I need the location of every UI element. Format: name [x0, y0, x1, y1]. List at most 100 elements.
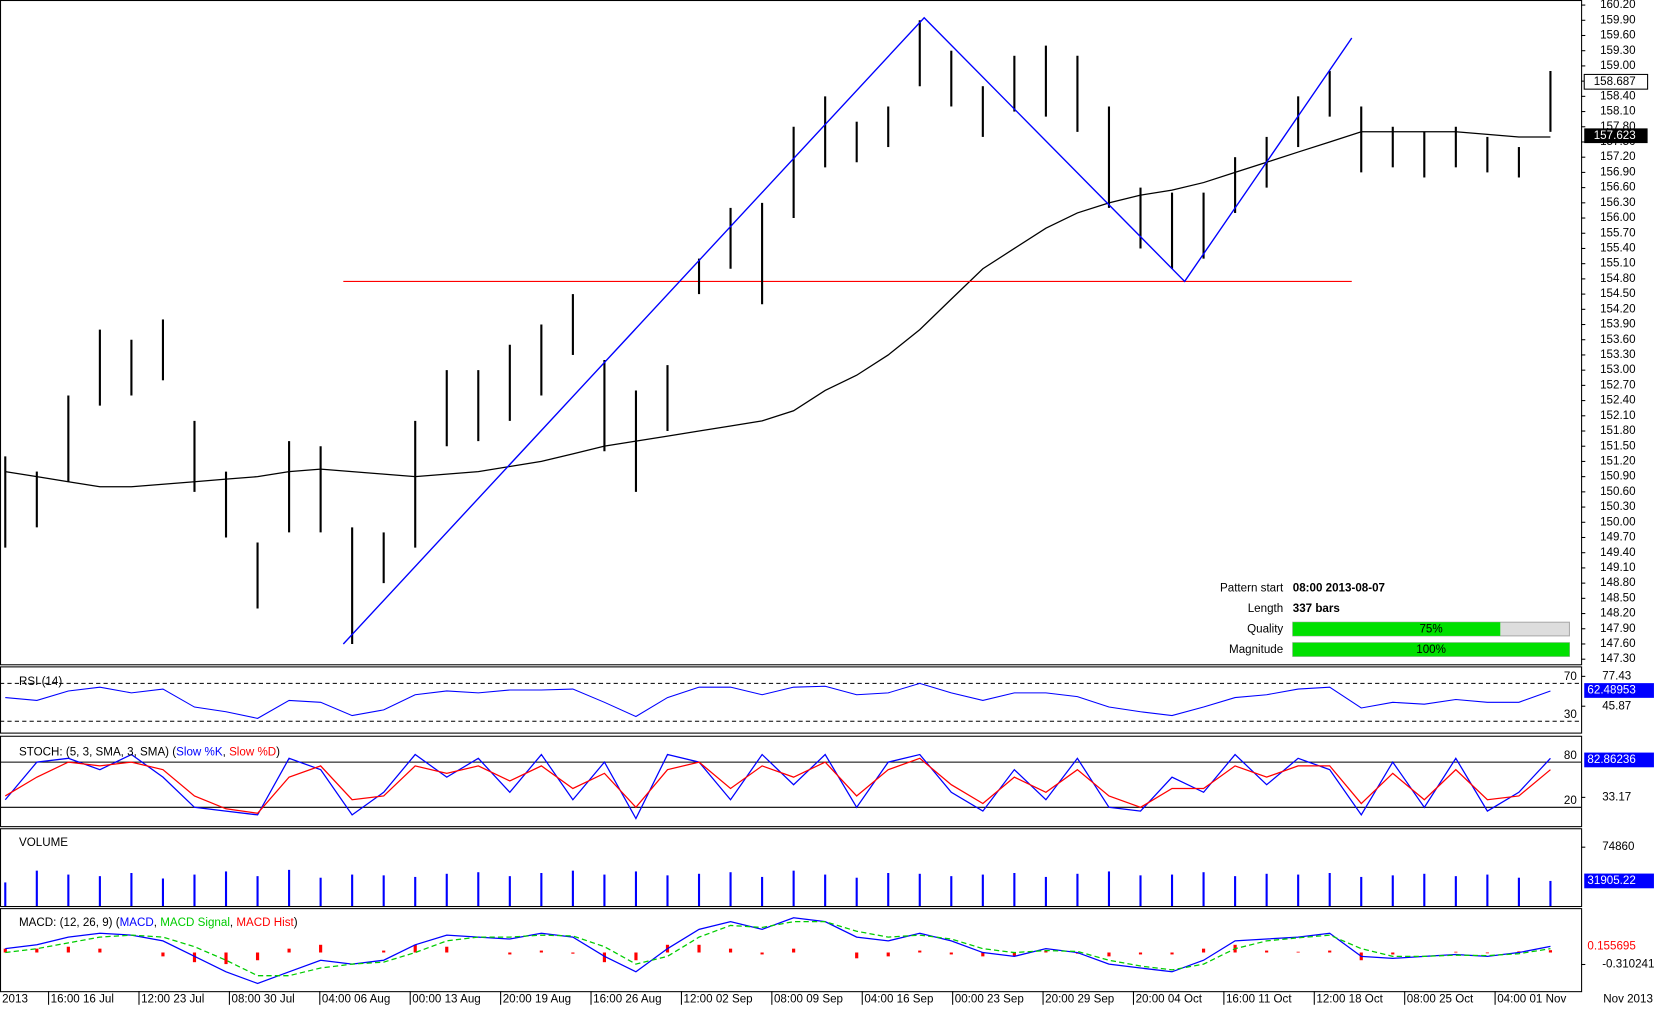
legend-sep: ) — [276, 747, 280, 759]
x-tick-label: 16:00 11 Oct — [1226, 994, 1292, 1006]
x-tick-label: 04:00 01 Nov — [1497, 994, 1566, 1006]
level-label: 20 — [1564, 795, 1577, 807]
info-label: Quality — [1247, 624, 1283, 636]
y-tick-label: 160.20 — [1600, 0, 1636, 11]
y-tick-label: 155.40 — [1600, 243, 1636, 255]
y-tick-label: 152.10 — [1600, 410, 1636, 422]
legend-entry: STOCH: (5, 3, SMA, 3, SMA) — [19, 747, 169, 759]
rsi-line — [5, 682, 1551, 719]
last-value-label: 31905.22 — [1587, 875, 1635, 887]
info-label: Length — [1248, 603, 1284, 615]
level-label: 70 — [1564, 671, 1577, 683]
y-tick-label: 159.30 — [1600, 45, 1636, 57]
y-tick-label: 153.00 — [1600, 364, 1636, 376]
y-tick-label: 151.80 — [1600, 425, 1636, 437]
y-tick-label: 148.20 — [1600, 608, 1636, 620]
y-tick-label: 150.90 — [1600, 471, 1636, 483]
legend-sep: , — [154, 917, 160, 929]
y-tick-label: 154.50 — [1600, 288, 1636, 300]
x-tick-label: 08:00 25 Oct — [1407, 994, 1474, 1006]
stoch-line — [4, 757, 1551, 814]
y-tick-label: 159.90 — [1600, 14, 1636, 26]
y-tick-label: 148.80 — [1600, 577, 1636, 589]
legend-entry: Slow %K — [176, 747, 223, 759]
y-tick-label: 149.40 — [1600, 547, 1636, 559]
x-tick-label: 00:00 13 Aug — [412, 994, 480, 1006]
legend-entry: MACD Signal — [160, 917, 230, 929]
x-tick-label: Nov 2013 — [1603, 994, 1653, 1006]
x-tick-label: 16:00 26 Aug — [593, 994, 661, 1006]
legend-sep: ) — [294, 917, 298, 929]
x-tick-label: 16:00 16 Jul — [51, 994, 114, 1006]
y-tick-label: 151.20 — [1600, 456, 1636, 468]
y-tick-label: 157.80 — [1600, 121, 1636, 133]
last-value-label: 0.155695 — [1587, 941, 1635, 953]
gauge-label: 75% — [1419, 624, 1442, 636]
ma-marker — [1584, 128, 1648, 144]
y-tick-label: 155.70 — [1600, 227, 1636, 239]
y-tick-label: 157.20 — [1600, 151, 1636, 163]
panel-frame — [0, 908, 1583, 993]
last-value-label: 82.86236 — [1587, 754, 1635, 766]
panel-frame — [0, 828, 1583, 908]
signal-line — [5, 921, 1551, 977]
x-tick-label: 12:00 02 Sep — [684, 994, 753, 1006]
y-tick-label: -0.310241 — [1602, 959, 1654, 971]
y-tick-label: 159.00 — [1600, 60, 1636, 72]
y-tick-label: 156.90 — [1600, 166, 1636, 178]
price-marker-label: 158.687 — [1594, 76, 1636, 88]
y-tick-label: 153.30 — [1600, 349, 1636, 361]
x-tick-label: 20:00 04 Oct — [1136, 994, 1203, 1006]
y-tick-label: 33.17 — [1602, 791, 1631, 803]
last-value-box — [1584, 873, 1654, 889]
info-value: 08:00 2013-08-07 — [1293, 583, 1385, 595]
legend-entry: MACD Hist — [236, 917, 294, 929]
panel-title: RSI (14) — [19, 676, 62, 688]
x-tick-label: 12:00 18 Oct — [1316, 994, 1383, 1006]
legend-entry: Slow %D — [229, 747, 276, 759]
y-tick-label: 151.50 — [1600, 440, 1636, 452]
y-tick-label: 154.20 — [1600, 303, 1636, 315]
y-tick-label: 156.00 — [1600, 212, 1636, 224]
y-tick-label: 155.10 — [1600, 258, 1636, 270]
price-marker — [1583, 73, 1649, 90]
y-tick-label: 158.10 — [1600, 106, 1636, 118]
x-tick-label: 08:00 30 Jul — [232, 994, 295, 1006]
gauge-fill — [1292, 622, 1501, 636]
panel-title: VOLUME — [19, 837, 68, 849]
level-label: 30 — [1564, 709, 1577, 721]
y-tick-label: 156.30 — [1600, 197, 1636, 209]
y-tick-label: 150.60 — [1600, 486, 1636, 498]
x-tick-label: 04:00 16 Sep — [864, 994, 933, 1006]
y-tick-label: 147.90 — [1600, 623, 1636, 635]
y-tick-label: 152.70 — [1600, 379, 1636, 391]
legend-sep: , — [230, 917, 236, 929]
y-tick-label: 74860 — [1602, 841, 1634, 853]
gauge-fill — [1292, 642, 1570, 657]
info-label: Pattern start — [1220, 583, 1284, 595]
legend-sep: ( — [113, 917, 120, 929]
legend-sep: , — [223, 747, 229, 759]
y-tick-label: 147.60 — [1600, 638, 1636, 650]
stoch-line — [4, 753, 1551, 820]
legend-entry: MACD — [120, 917, 154, 929]
macd-line — [5, 917, 1551, 985]
gauge-label: 100% — [1416, 644, 1446, 656]
y-tick-label: 153.60 — [1600, 334, 1636, 346]
y-tick-label: 154.80 — [1600, 273, 1636, 285]
panel-title: MACD: (12, 26, 9) (MACD, MACD Signal, MA… — [19, 917, 298, 929]
ma-marker-label: 157.623 — [1594, 130, 1636, 142]
level-label: 80 — [1564, 750, 1577, 762]
x-tick-label: 2013 — [2, 994, 28, 1006]
last-value-label: 62.48953 — [1587, 685, 1635, 697]
y-tick-label: 158.40 — [1600, 90, 1636, 102]
panel-title: STOCH: (5, 3, SMA, 3, SMA) (Slow %K, Slo… — [19, 747, 280, 759]
y-tick-label: 45.87 — [1602, 700, 1631, 712]
last-value-box — [1584, 752, 1654, 768]
x-tick-label: 08:00 09 Sep — [774, 994, 843, 1006]
panel-frame — [0, 666, 1583, 734]
x-tick-label: 00:00 23 Sep — [955, 994, 1024, 1006]
panel-frame — [0, 0, 1583, 666]
y-tick-label: 149.10 — [1600, 562, 1636, 574]
